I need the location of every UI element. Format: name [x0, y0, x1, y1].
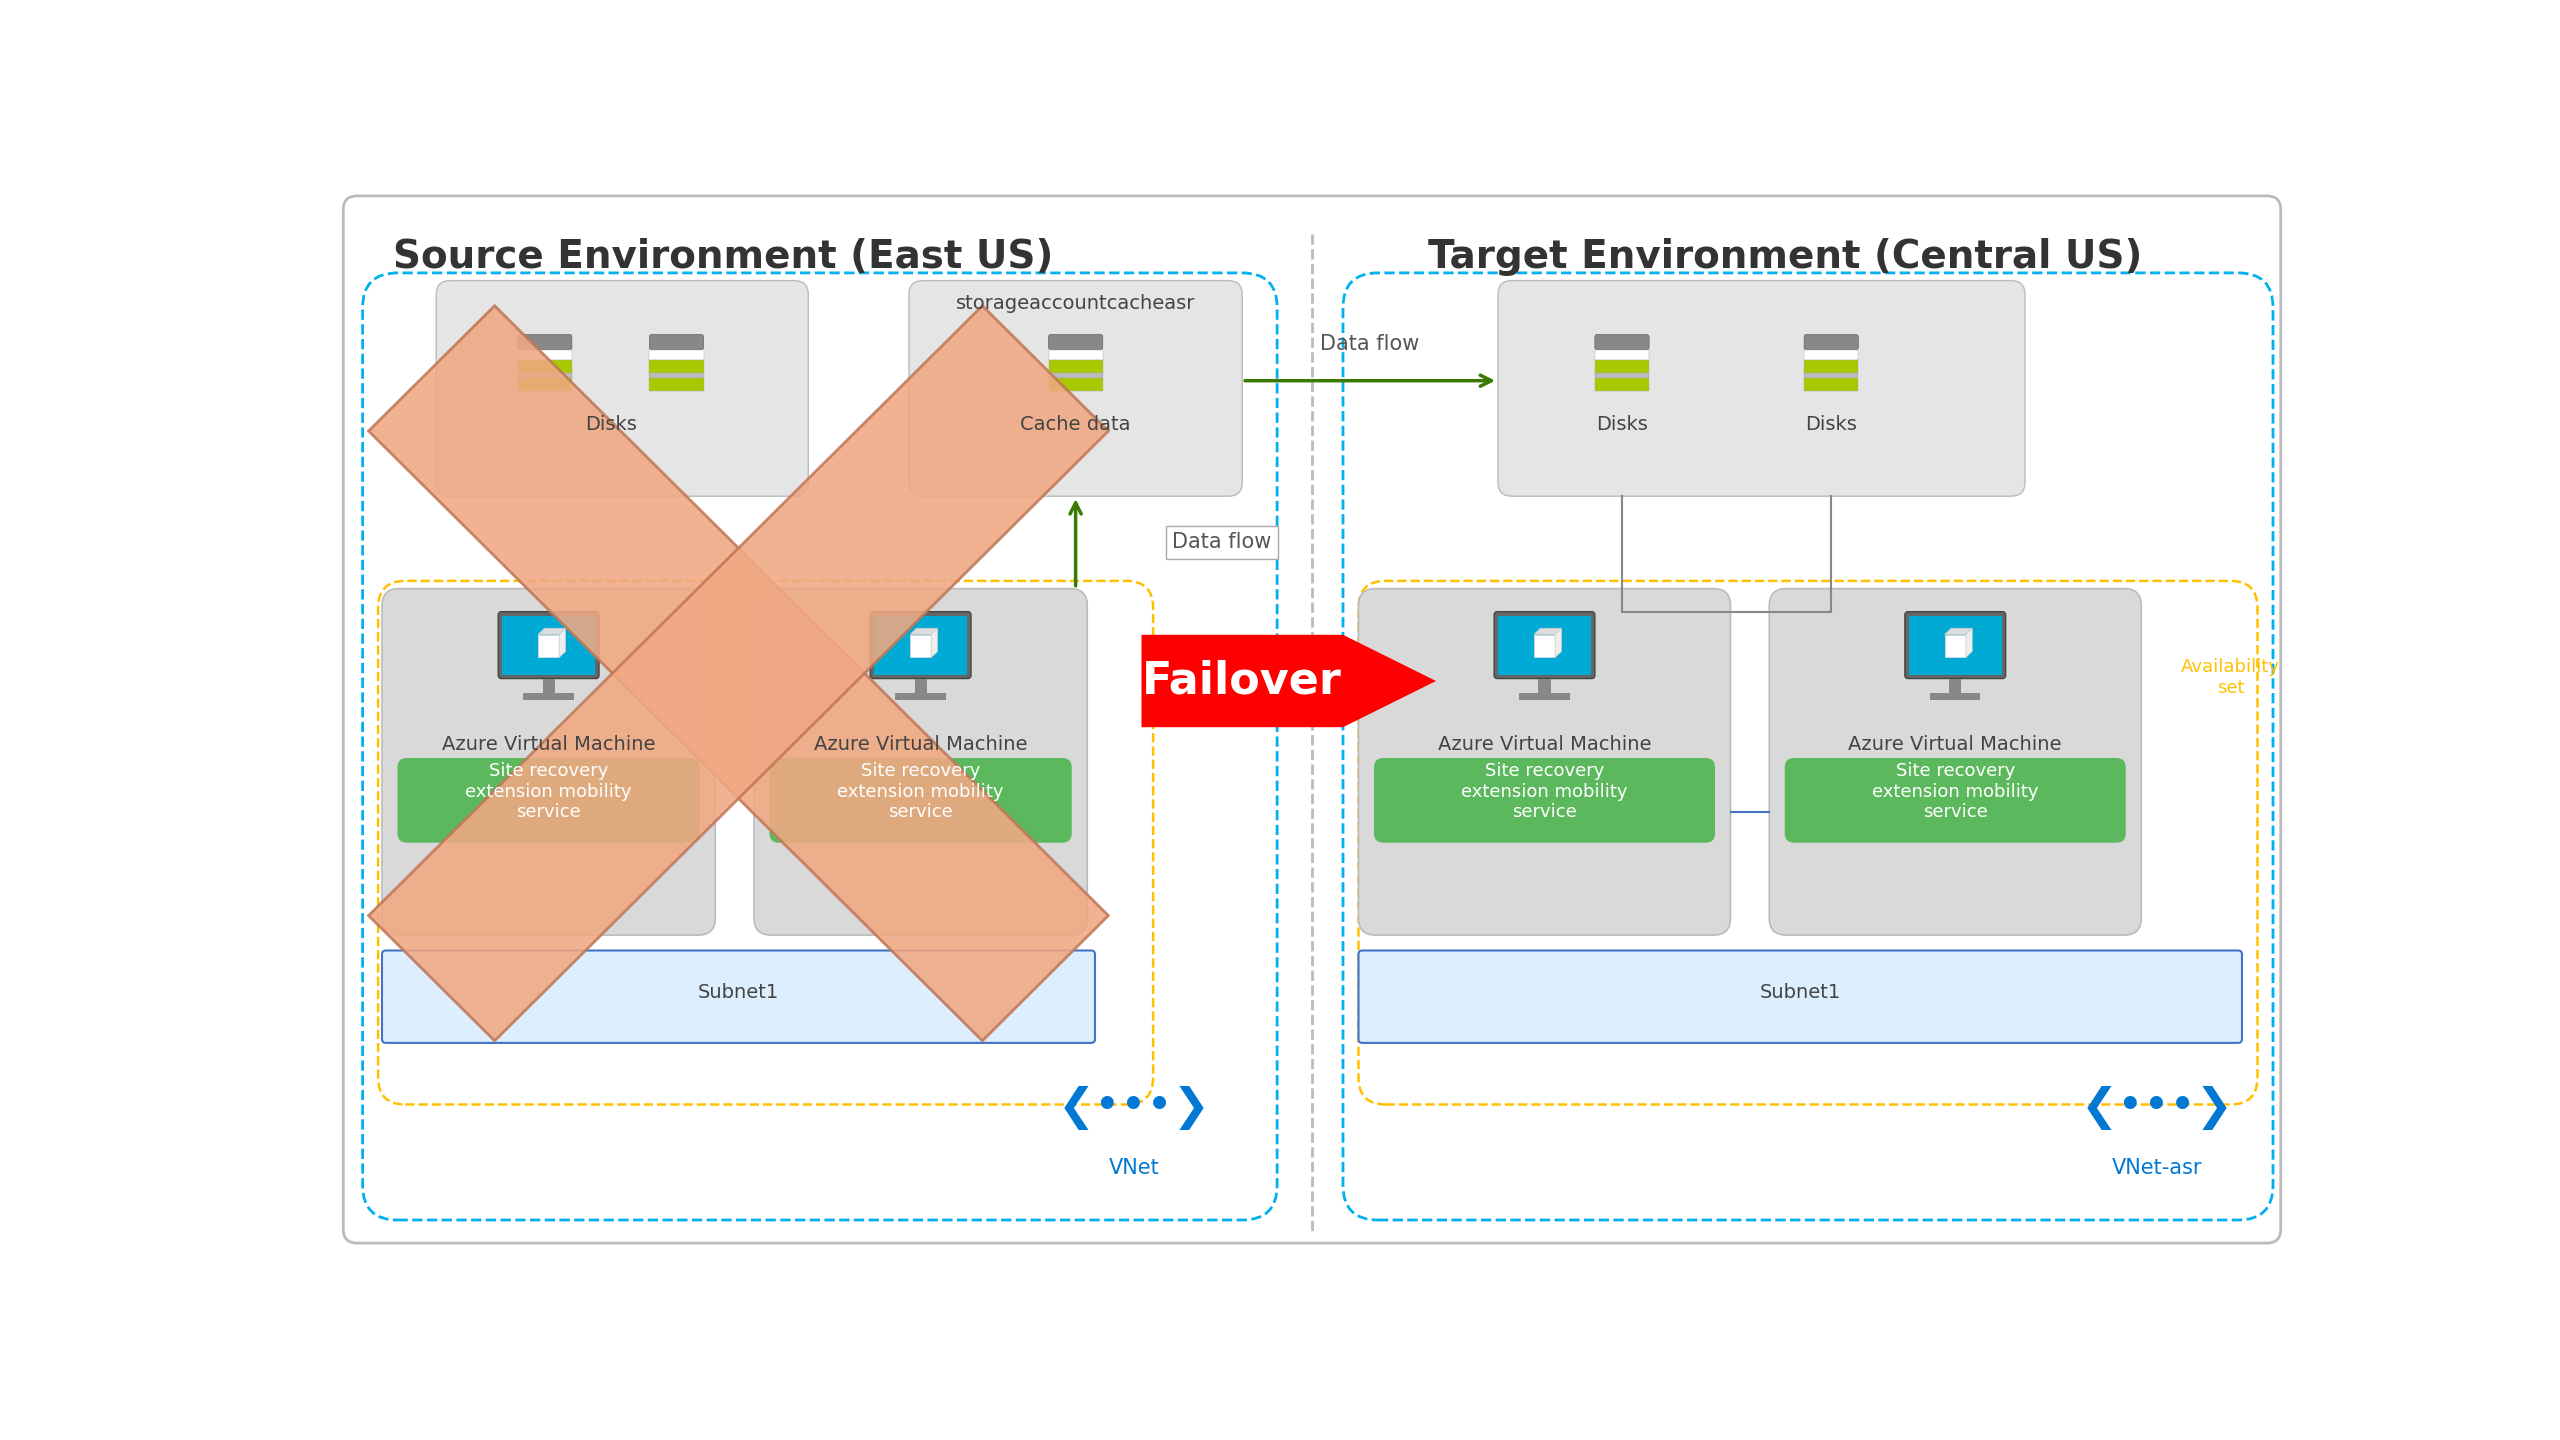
FancyBboxPatch shape: [499, 612, 599, 678]
Bar: [517, 360, 571, 373]
Bar: [517, 350, 571, 360]
Polygon shape: [369, 305, 1108, 1041]
Text: Failover: Failover: [1142, 660, 1341, 703]
FancyBboxPatch shape: [909, 281, 1242, 497]
FancyArrow shape: [1142, 635, 1436, 727]
Text: Subnet1: Subnet1: [1759, 984, 1841, 1002]
FancyBboxPatch shape: [771, 757, 1073, 842]
Bar: [1518, 693, 1569, 700]
FancyBboxPatch shape: [870, 612, 970, 678]
Polygon shape: [1533, 635, 1554, 658]
Polygon shape: [369, 305, 1108, 1041]
Polygon shape: [909, 628, 937, 635]
Text: Azure Virtual Machine: Azure Virtual Machine: [443, 734, 655, 755]
Text: ❮•••❯: ❮•••❯: [1057, 1086, 1211, 1130]
FancyBboxPatch shape: [1905, 612, 2004, 678]
Polygon shape: [1554, 628, 1562, 658]
Bar: [1805, 373, 1859, 379]
Bar: [1948, 678, 1961, 693]
Text: Disks: Disks: [1805, 415, 1856, 435]
FancyBboxPatch shape: [1359, 950, 2243, 1043]
Bar: [517, 373, 571, 379]
Polygon shape: [1946, 635, 1966, 658]
Bar: [1050, 373, 1103, 379]
Bar: [1498, 615, 1590, 675]
Text: Disks: Disks: [584, 415, 637, 435]
Polygon shape: [538, 635, 558, 658]
Text: ❮•••❯: ❮•••❯: [2081, 1086, 2232, 1130]
Polygon shape: [909, 635, 932, 658]
Text: Target Environment (Central US): Target Environment (Central US): [1428, 238, 2143, 276]
Bar: [1805, 379, 1859, 390]
Text: Site recovery
extension mobility
service: Site recovery extension mobility service: [1462, 762, 1628, 821]
Polygon shape: [1966, 628, 1971, 658]
FancyBboxPatch shape: [1784, 757, 2125, 842]
Text: Azure Virtual Machine: Azure Virtual Machine: [1439, 734, 1651, 755]
Bar: [1595, 373, 1649, 379]
Bar: [1930, 693, 1981, 700]
Text: Source Environment (East US): Source Environment (East US): [392, 238, 1052, 276]
Text: Data flow: Data flow: [1172, 533, 1272, 553]
FancyBboxPatch shape: [381, 589, 714, 935]
Bar: [1050, 350, 1103, 360]
Polygon shape: [1533, 628, 1562, 635]
Text: Subnet1: Subnet1: [699, 984, 778, 1002]
FancyBboxPatch shape: [517, 334, 571, 350]
Bar: [1539, 678, 1551, 693]
FancyBboxPatch shape: [435, 281, 809, 497]
Text: Availability
set: Availability set: [2181, 658, 2281, 697]
Text: VNet-asr: VNet-asr: [2112, 1158, 2202, 1178]
FancyBboxPatch shape: [343, 196, 2281, 1243]
Text: Data flow: Data flow: [1321, 334, 1421, 354]
Text: Site recovery
extension mobility
service: Site recovery extension mobility service: [1871, 762, 2038, 821]
Bar: [1595, 360, 1649, 373]
Bar: [896, 693, 945, 700]
Text: Disks: Disks: [1595, 415, 1649, 435]
Text: storageaccountcacheasr: storageaccountcacheasr: [955, 294, 1196, 314]
Polygon shape: [558, 628, 566, 658]
FancyBboxPatch shape: [381, 950, 1096, 1043]
Bar: [1805, 350, 1859, 360]
FancyBboxPatch shape: [1595, 334, 1649, 350]
Bar: [650, 379, 704, 390]
Bar: [650, 350, 704, 360]
FancyBboxPatch shape: [650, 334, 704, 350]
FancyBboxPatch shape: [755, 589, 1088, 935]
FancyBboxPatch shape: [1359, 589, 1731, 935]
Bar: [1050, 360, 1103, 373]
Text: Cache data: Cache data: [1021, 415, 1132, 435]
Bar: [650, 373, 704, 379]
Polygon shape: [1946, 628, 1971, 635]
FancyBboxPatch shape: [1375, 757, 1715, 842]
FancyBboxPatch shape: [1769, 589, 2140, 935]
Bar: [914, 678, 927, 693]
Bar: [1910, 615, 2002, 675]
FancyBboxPatch shape: [397, 757, 699, 842]
FancyBboxPatch shape: [1495, 612, 1595, 678]
FancyBboxPatch shape: [1050, 334, 1103, 350]
Bar: [1050, 379, 1103, 390]
Text: Azure Virtual Machine: Azure Virtual Machine: [814, 734, 1027, 755]
Polygon shape: [932, 628, 937, 658]
Text: Site recovery
extension mobility
service: Site recovery extension mobility service: [466, 762, 632, 821]
Bar: [650, 360, 704, 373]
Bar: [517, 379, 571, 390]
Bar: [1805, 360, 1859, 373]
Polygon shape: [538, 628, 566, 635]
Text: VNet: VNet: [1108, 1158, 1160, 1178]
Bar: [873, 615, 968, 675]
Bar: [543, 678, 556, 693]
Bar: [1595, 350, 1649, 360]
Text: Azure Virtual Machine: Azure Virtual Machine: [1848, 734, 2061, 755]
Bar: [502, 615, 594, 675]
FancyBboxPatch shape: [1498, 281, 2025, 497]
Bar: [1595, 379, 1649, 390]
FancyBboxPatch shape: [1805, 334, 1859, 350]
Bar: [522, 693, 573, 700]
Text: Site recovery
extension mobility
service: Site recovery extension mobility service: [837, 762, 1004, 821]
